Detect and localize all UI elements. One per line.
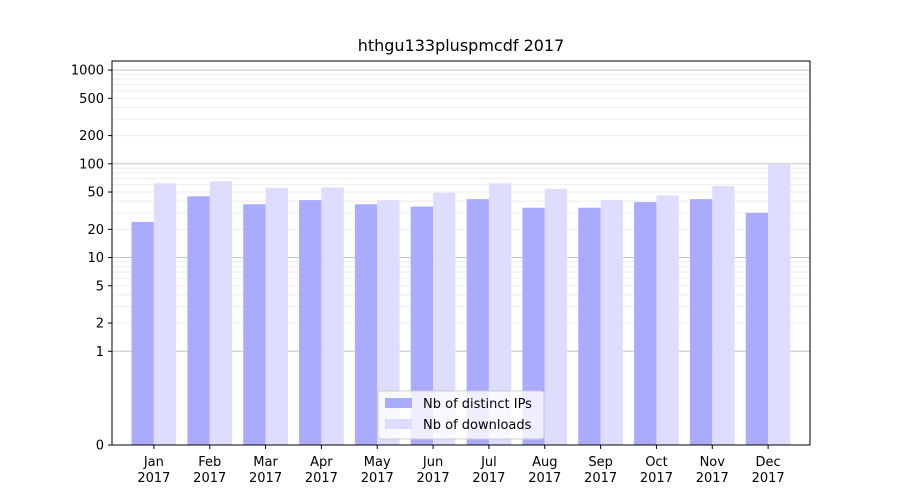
- y-tick-label: 50: [87, 186, 104, 201]
- plot-area-frame: [111, 60, 811, 446]
- x-tick-label-year: 2017: [528, 471, 561, 486]
- bar-distinct-ips: [745, 212, 769, 445]
- y-tick-label: 100: [79, 157, 104, 172]
- bar-downloads: [153, 183, 177, 445]
- y-tick-label: 500: [79, 92, 104, 107]
- x-tick-label-year: 2017: [361, 471, 394, 486]
- bar-distinct-ips: [187, 196, 210, 445]
- legend-swatch-downloads: [385, 419, 412, 429]
- x-tick-label-year: 2017: [472, 471, 505, 486]
- bar-distinct-ips: [466, 199, 489, 445]
- bar-downloads: [768, 163, 791, 445]
- bar-distinct-ips: [634, 202, 657, 445]
- x-tick-label-month: May: [364, 455, 391, 470]
- x-tick-label-month: Jun: [422, 455, 443, 470]
- x-tick-label-month: Aug: [532, 455, 557, 470]
- bar-distinct-ips: [243, 204, 266, 445]
- bar-downloads: [377, 200, 400, 445]
- bar-downloads: [656, 195, 679, 445]
- x-tick-label-year: 2017: [417, 471, 450, 486]
- y-tick-label: 10: [87, 251, 104, 266]
- y-tick-label: 5: [96, 279, 104, 294]
- y-tick-label: 2: [96, 317, 104, 332]
- x-tick-label-year: 2017: [752, 471, 785, 486]
- y-tick-label: 1: [96, 345, 104, 360]
- bar-distinct-ips: [354, 204, 378, 445]
- bar-downloads: [265, 188, 288, 445]
- y-axis: 0 1 2 5 10 20 50 100 200 500 1000: [71, 64, 112, 454]
- y-tick-label: 0: [96, 439, 104, 454]
- x-tick-label-year: 2017: [193, 471, 226, 486]
- x-tick-label-month: Oct: [645, 455, 667, 470]
- chart-title: hthgu133pluspmcdf 2017: [358, 36, 565, 55]
- bar-downloads: [544, 188, 568, 445]
- y-tick-label: 200: [79, 129, 104, 144]
- bar-distinct-ips: [689, 199, 713, 445]
- bar-downloads: [712, 185, 735, 445]
- legend-box: [377, 390, 545, 440]
- x-tick-label-year: 2017: [137, 471, 170, 486]
- x-tick-label-year: 2017: [696, 471, 729, 486]
- bar-downloads: [209, 181, 233, 445]
- x-tick-label-year: 2017: [584, 471, 617, 486]
- x-tick-label-month: Feb: [198, 455, 221, 470]
- bar-downloads: [433, 192, 456, 445]
- bar-downloads: [600, 200, 623, 445]
- x-tick-label-month: Jan: [143, 455, 164, 470]
- x-tick-label-month: Sep: [588, 455, 613, 470]
- x-tick-label-year: 2017: [640, 471, 673, 486]
- bar-distinct-ips: [410, 206, 434, 445]
- x-tick-label-month: Mar: [253, 455, 278, 470]
- x-axis: Jan2017Feb2017Mar2017Apr2017May2017Jun20…: [137, 445, 785, 486]
- x-tick-label-year: 2017: [305, 471, 338, 486]
- y-tick-label: 1000: [71, 64, 104, 79]
- bar-downloads: [321, 187, 344, 445]
- x-tick-label-month: Apr: [310, 455, 333, 470]
- bar-distinct-ips: [522, 207, 545, 445]
- x-tick-label-year: 2017: [249, 471, 282, 486]
- legend-label-downloads: Nb of downloads: [423, 418, 532, 433]
- bar-distinct-ips: [131, 221, 154, 445]
- x-tick-label-month: Jul: [480, 455, 497, 470]
- x-tick-label-month: Dec: [756, 455, 781, 470]
- x-tick-label-month: Nov: [700, 455, 726, 470]
- bar-distinct-ips: [299, 200, 322, 445]
- legend-swatch-distinct-ips: [385, 398, 412, 408]
- bar-distinct-ips: [578, 207, 601, 445]
- y-tick-label: 20: [87, 223, 104, 238]
- legend: Nb of distinct IPs Nb of downloads: [377, 390, 545, 440]
- bar-downloads: [488, 183, 512, 445]
- bars: [131, 163, 791, 445]
- legend-label-distinct-ips: Nb of distinct IPs: [423, 397, 532, 412]
